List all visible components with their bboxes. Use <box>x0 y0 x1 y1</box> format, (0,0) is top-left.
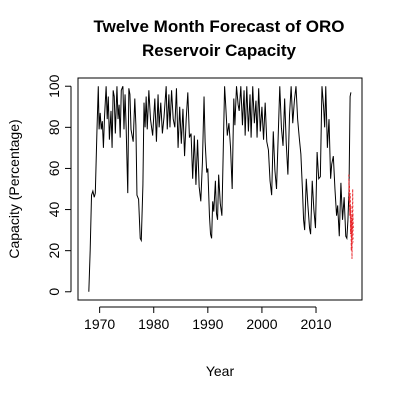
x-axis-label: Year <box>206 363 235 379</box>
series-line-2 <box>348 180 354 239</box>
y-tick-label: 100 <box>46 74 62 98</box>
x-tick-label: 1980 <box>138 316 169 332</box>
plot-area-frame <box>77 77 363 301</box>
chart-title-line-1: Twelve Month Forecast of ORO <box>94 17 345 36</box>
y-tick-label: 20 <box>46 243 62 259</box>
chart-title-line-2: Reservoir Capacity <box>142 41 297 60</box>
y-axis: 0 20 40 60 80 100 <box>46 74 72 296</box>
x-tick-label: 2000 <box>246 316 277 332</box>
x-axis: 1970 1980 1990 2000 2010 <box>84 306 332 332</box>
y-tick-label: 40 <box>46 202 62 218</box>
y-tick-label: 0 <box>46 288 62 296</box>
y-axis-label: Capacity (Percentage) <box>6 119 22 258</box>
series-layer <box>88 86 354 292</box>
x-tick-label: 1970 <box>84 316 115 332</box>
x-tick-label: 1990 <box>192 316 223 332</box>
series-line-0 <box>88 86 352 292</box>
y-tick-label: 80 <box>46 119 62 135</box>
y-tick-label: 60 <box>46 160 62 176</box>
x-tick-label: 2010 <box>300 316 331 332</box>
